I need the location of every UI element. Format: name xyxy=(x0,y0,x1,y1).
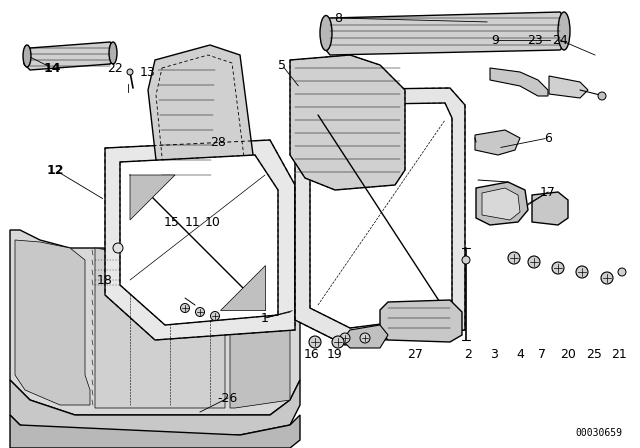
Circle shape xyxy=(598,92,606,100)
Text: 24: 24 xyxy=(552,34,568,47)
Circle shape xyxy=(508,252,520,264)
Circle shape xyxy=(309,336,321,348)
Circle shape xyxy=(332,336,344,348)
Polygon shape xyxy=(490,68,548,96)
Text: 8: 8 xyxy=(334,12,342,25)
Polygon shape xyxy=(10,415,300,448)
Text: 1: 1 xyxy=(261,311,269,324)
Polygon shape xyxy=(482,188,520,220)
Polygon shape xyxy=(549,76,588,98)
Text: 2: 2 xyxy=(464,349,472,362)
Text: 5: 5 xyxy=(278,59,286,72)
Circle shape xyxy=(552,262,564,274)
Text: 9: 9 xyxy=(491,34,499,47)
Circle shape xyxy=(618,268,626,276)
Text: 3: 3 xyxy=(490,349,498,362)
Text: 4: 4 xyxy=(516,349,524,362)
Polygon shape xyxy=(475,130,520,155)
Polygon shape xyxy=(148,45,255,200)
Circle shape xyxy=(462,256,470,264)
Ellipse shape xyxy=(320,16,332,51)
Text: 21: 21 xyxy=(611,349,627,362)
Circle shape xyxy=(127,69,133,75)
Polygon shape xyxy=(10,380,300,435)
Text: 25: 25 xyxy=(586,349,602,362)
Polygon shape xyxy=(130,175,175,220)
Text: 28: 28 xyxy=(210,135,226,148)
Ellipse shape xyxy=(109,42,117,64)
Text: 27: 27 xyxy=(407,349,423,362)
Polygon shape xyxy=(342,325,388,348)
Text: 19: 19 xyxy=(327,349,343,362)
Ellipse shape xyxy=(23,45,31,67)
Text: 17: 17 xyxy=(540,185,556,198)
Circle shape xyxy=(195,307,205,316)
Polygon shape xyxy=(380,300,462,342)
Circle shape xyxy=(576,266,588,278)
Text: 10: 10 xyxy=(205,215,221,228)
Polygon shape xyxy=(532,192,568,225)
Text: 15: 15 xyxy=(164,215,180,228)
Polygon shape xyxy=(220,265,265,310)
Ellipse shape xyxy=(558,12,570,50)
Circle shape xyxy=(528,256,540,268)
Polygon shape xyxy=(120,155,278,325)
Polygon shape xyxy=(322,12,568,55)
Text: 7: 7 xyxy=(538,349,546,362)
Circle shape xyxy=(601,272,613,284)
Circle shape xyxy=(180,303,189,313)
Circle shape xyxy=(360,333,370,343)
Polygon shape xyxy=(290,55,405,190)
Text: 13: 13 xyxy=(140,65,156,78)
Polygon shape xyxy=(310,103,452,328)
Text: 00030659: 00030659 xyxy=(575,428,622,438)
Polygon shape xyxy=(15,240,90,405)
Text: 22: 22 xyxy=(107,61,123,74)
Text: 23: 23 xyxy=(527,34,543,47)
Polygon shape xyxy=(105,140,295,340)
Polygon shape xyxy=(476,182,528,225)
Polygon shape xyxy=(95,248,225,408)
Text: 16: 16 xyxy=(304,349,320,362)
Polygon shape xyxy=(295,88,465,345)
Polygon shape xyxy=(230,255,290,408)
Circle shape xyxy=(113,243,123,253)
Circle shape xyxy=(211,311,220,320)
Text: 20: 20 xyxy=(560,349,576,362)
Text: 14: 14 xyxy=(44,61,61,74)
Text: -26: -26 xyxy=(218,392,238,405)
Text: 6: 6 xyxy=(544,132,552,145)
Text: 12: 12 xyxy=(46,164,64,177)
Circle shape xyxy=(340,333,350,343)
Text: 11: 11 xyxy=(185,215,201,228)
Text: 18: 18 xyxy=(97,273,113,287)
Polygon shape xyxy=(24,42,116,70)
Polygon shape xyxy=(10,230,300,415)
